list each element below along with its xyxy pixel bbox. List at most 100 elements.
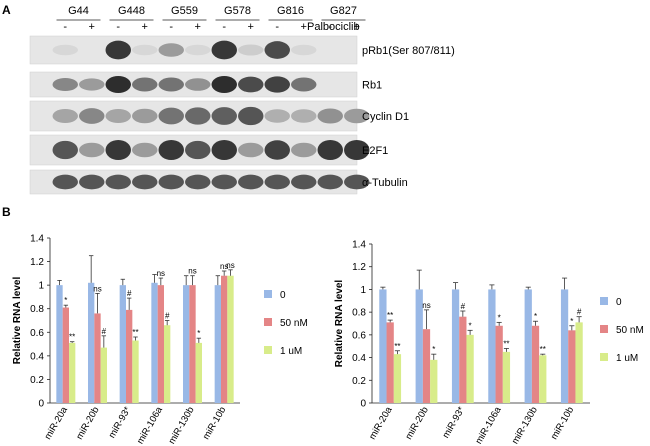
bar — [100, 347, 107, 403]
category-label: miR-20b — [74, 405, 101, 442]
bar — [164, 325, 171, 403]
category-label: miR-106a — [473, 404, 503, 446]
panel-a-label: A — [2, 3, 11, 17]
blot-band — [264, 41, 290, 59]
y-tick-label: 0 — [360, 399, 366, 410]
blot-band — [291, 44, 317, 56]
significance-label: * — [570, 317, 573, 326]
blot-band — [105, 75, 131, 94]
protein-label: Rb1 — [362, 80, 382, 92]
blot-band — [185, 44, 211, 56]
significance-label: # — [165, 312, 170, 321]
legend-swatch — [600, 297, 608, 305]
bar — [94, 313, 101, 403]
blot-band — [79, 108, 105, 124]
significance-label: ns — [220, 262, 228, 271]
blot-band — [185, 174, 211, 190]
blot-band — [344, 108, 370, 124]
blot-band — [238, 174, 264, 190]
cell-line-label: G578 — [224, 5, 251, 17]
bar — [221, 275, 228, 403]
legend-entry: 1 uM — [616, 353, 638, 364]
significance-label: * — [197, 329, 200, 338]
lane-sign: - — [116, 21, 120, 33]
legend-entry: 0 — [616, 297, 622, 308]
blot-band — [132, 174, 158, 190]
bar — [422, 329, 431, 403]
lane-sign: - — [275, 21, 279, 33]
legend-entry: 0 — [280, 290, 286, 301]
blot-band — [238, 44, 264, 56]
significance-label: ** — [394, 342, 400, 351]
bar — [126, 309, 133, 403]
cell-line-label: G827 — [330, 5, 357, 17]
legend-entry: 50 nM — [280, 318, 308, 329]
significance-label: ns — [157, 269, 165, 278]
bar — [415, 289, 423, 403]
significance-label: ns — [226, 261, 234, 270]
blot-band — [158, 140, 184, 160]
bar — [189, 285, 196, 403]
y-tick-label: 1 — [360, 285, 366, 296]
significance-label: ** — [540, 345, 546, 354]
significance-label: ** — [69, 333, 75, 342]
significance-label: ** — [387, 311, 393, 320]
cell-line-label: G44 — [68, 5, 89, 17]
blot-band — [52, 108, 78, 124]
significance-label: * — [432, 345, 435, 354]
blot-band — [211, 40, 237, 60]
lane-sign: + — [354, 21, 360, 33]
blot-band — [105, 108, 131, 124]
y-tick-label: 1.2 — [30, 257, 44, 268]
bar — [56, 285, 63, 403]
legend-swatch — [600, 325, 608, 333]
lane-sign: + — [89, 21, 95, 33]
panel-b-label: B — [2, 205, 11, 219]
significance-label: * — [534, 312, 537, 321]
blot-band — [264, 140, 290, 160]
bar — [151, 282, 158, 403]
bar — [62, 307, 69, 403]
blot-band — [185, 107, 211, 125]
bar — [195, 342, 202, 403]
bar — [214, 285, 221, 403]
y-tick-label: 0.2 — [352, 376, 366, 387]
bar — [560, 289, 569, 403]
category-label: miR-93* — [441, 405, 468, 440]
blot-band — [291, 142, 317, 158]
western-blot: G44- +G448- +G559- +G578- +G816- +G827- +pRb1(… — [29, 5, 455, 195]
category-label: miR-10b — [201, 405, 228, 442]
bar — [524, 289, 532, 403]
protein-label: pRb1(Ser 807/811) — [362, 45, 455, 57]
cell-line-label: G448 — [118, 5, 145, 17]
y-tick-label: 0.4 — [352, 353, 366, 364]
lane-sign: + — [142, 21, 148, 33]
cell-line-label: G559 — [171, 5, 198, 17]
protein-label: Cyclin D1 — [362, 111, 409, 123]
blot-band — [185, 78, 211, 91]
blot-band — [158, 77, 184, 92]
blot-band — [317, 174, 343, 190]
blot-band — [211, 174, 237, 190]
lane-sign: - — [222, 21, 226, 33]
bar — [466, 334, 474, 403]
legend-swatch — [264, 346, 272, 354]
bar — [430, 359, 438, 403]
significance-label: # — [577, 308, 582, 317]
category-label: miR-130b — [510, 405, 540, 446]
significance-label: ** — [132, 328, 138, 337]
blot-band — [291, 174, 317, 190]
blot-band — [264, 174, 290, 190]
lane-sign: + — [195, 21, 201, 33]
legend-swatch — [264, 318, 272, 326]
protein-label: E2F1 — [362, 145, 388, 157]
bar — [227, 275, 234, 403]
y-tick-label: 0.8 — [352, 308, 366, 319]
blot-band — [158, 107, 184, 125]
y-tick-label: 0.6 — [30, 328, 44, 339]
legend-swatch — [600, 353, 608, 361]
blot-band — [238, 76, 264, 93]
significance-label: # — [102, 327, 107, 336]
blot-band — [79, 142, 105, 158]
